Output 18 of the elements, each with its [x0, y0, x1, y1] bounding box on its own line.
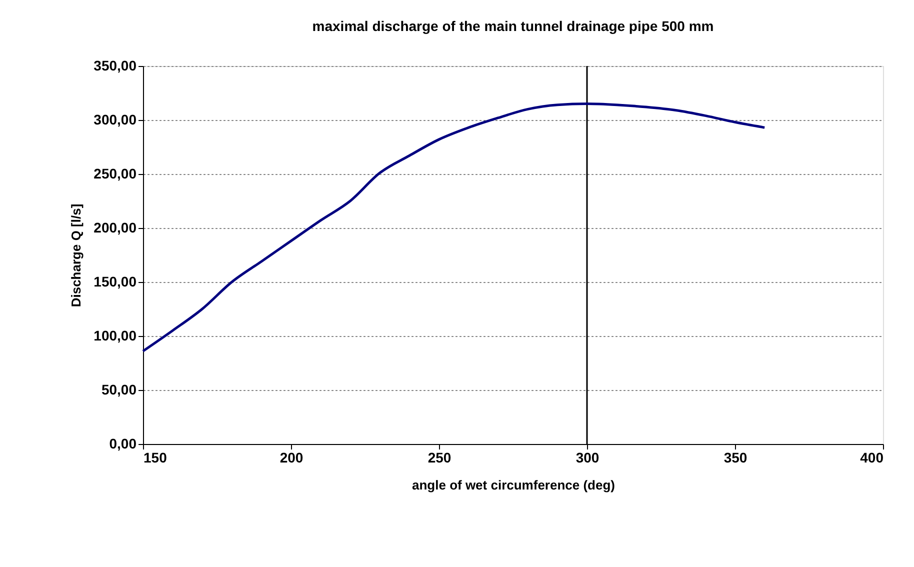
x-tick-label: 200: [280, 450, 304, 466]
y-tick-label: 150,00: [94, 274, 137, 290]
x-tick-label: 250: [428, 450, 452, 466]
y-tick-label: 200,00: [94, 220, 137, 236]
y-tick-label: 100,00: [94, 328, 137, 344]
x-tick-label: 400: [860, 450, 884, 466]
y-tick-label: 300,00: [94, 112, 137, 128]
y-tick-label: 350,00: [94, 58, 137, 74]
chart-title: maximal discharge of the main tunnel drainage pipe 500 mm: [312, 18, 714, 34]
y-tick-label: 250,00: [94, 166, 137, 182]
y-tick-label: 0,00: [109, 436, 137, 452]
x-axis-title: angle of wet circumference (deg): [412, 478, 615, 492]
x-tick-label: 350: [724, 450, 748, 466]
x-tick-label: 150: [144, 450, 168, 466]
line-series: [142, 102, 766, 352]
y-axis-title: Discharge Q [l/s]: [68, 204, 84, 308]
x-tick-label: 300: [576, 450, 600, 466]
y-tick-label: 50,00: [101, 382, 137, 398]
